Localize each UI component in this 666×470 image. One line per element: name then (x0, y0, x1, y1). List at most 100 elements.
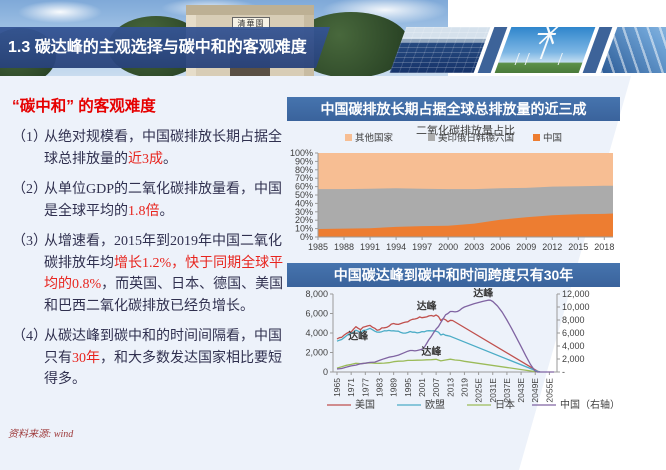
y-tick-label: 40% (295, 198, 313, 208)
legend-label: 中国（右轴） (560, 398, 620, 411)
solar-farm-photo (389, 27, 491, 73)
x-tick-label: 2037E (502, 378, 512, 403)
point-text: 从增速看，2015年到2019年中国二氧化碳排放年均增长1.2%，快于同期全球平… (44, 234, 284, 314)
legend-swatch (533, 134, 540, 141)
legend-swatch (428, 134, 435, 141)
peak-annotation: 达峰 (348, 329, 369, 342)
peak-annotation: 达峰 (421, 345, 442, 358)
left-axis-label: 6,000 (305, 309, 328, 319)
right-axis-label: 12,000 (562, 289, 590, 299)
solar-thermal-photo (600, 27, 666, 73)
legend-label: 中国 (543, 132, 562, 144)
x-tick-label: 2015 (568, 242, 588, 252)
left-panel: “碳中和” 的客观难度 （1） 从绝对规模看，中国碳排放长期占据全球总排放量的近3… (12, 94, 284, 400)
x-tick-label: 2055E (544, 378, 554, 403)
x-tick-label: 1997 (412, 242, 432, 252)
left-axis-label: 8,000 (305, 289, 328, 299)
carbon-peak-line-chart: 0 2,000 4,000 6,000 8,000 - 2,000 4,000 6,000 8,0… (305, 288, 620, 411)
page-title: 1.3 碳达峰的主观选择与碳中和的客观难度 (8, 39, 307, 56)
chart1-titlebar: 中国碳排放长期占据全球总排放量的近三成 (287, 97, 620, 121)
chart2-titlebar: 中国碳达峰到碳中和时间跨度只有30年 (287, 263, 620, 287)
x-tick-label: 2006 (490, 242, 510, 252)
x-tick-label: 1994 (386, 242, 406, 252)
legend-label: 美国 (355, 398, 375, 411)
point-number: （3） (12, 234, 47, 249)
y-tick-label: 20% (295, 215, 313, 225)
right-axis-label: - (562, 367, 565, 377)
left-axis-label: 4,000 (305, 328, 328, 338)
y-tick-label: 70% (295, 173, 313, 183)
series-area-china (318, 213, 613, 237)
legend-label: 美印俄日韩德六国 (438, 132, 514, 144)
point-number: （4） (12, 329, 47, 344)
header-photo-strip (389, 27, 666, 73)
point-text: 从单位GDP的二氧化碳排放量看，中国是全球平均的1.8倍。 (44, 182, 283, 219)
x-tick-label: 2007 (431, 378, 441, 397)
x-tick-label: 2000 (438, 242, 458, 252)
x-tick-label: 2043E (516, 378, 526, 403)
right-axis-label: 10,000 (562, 302, 590, 312)
series-line-0 (336, 314, 541, 373)
left-axis-label: 0 (323, 367, 328, 377)
x-tick-label: 1985 (308, 242, 328, 252)
point-item: （2） 从单位GDP的二氧化碳排放量看，中国是全球平均的1.8倍。 (12, 179, 284, 222)
point-number: （2） (12, 182, 47, 197)
legend-label: 欧盟 (425, 399, 445, 411)
header-banner: 1.3 碳达峰的主观选择与碳中和的客观难度 (0, 27, 330, 68)
y-tick-label: 0% (300, 232, 313, 242)
panel-heading: “碳中和” 的客观难度 (12, 98, 156, 115)
peak-annotation: 达峰 (417, 300, 438, 313)
legend-swatch (345, 134, 352, 141)
source-note: 资料来源: wind (8, 429, 74, 440)
x-tick-label: 1988 (334, 242, 354, 252)
y-tick-label: 100% (290, 148, 313, 158)
point-text: 从绝对规模看，中国碳排放长期占据全球总排放量的近3成。 (44, 130, 282, 167)
right-axis-label: 8,000 (562, 315, 585, 325)
wind-turbine-art (524, 52, 530, 65)
x-tick-label: 2013 (445, 378, 455, 397)
legend-label: 日本 (495, 398, 515, 411)
right-axis-label: 6,000 (562, 328, 585, 338)
right-axis-label: 2,000 (562, 354, 585, 364)
x-tick-label: 1991 (360, 242, 380, 252)
y-tick-label: 90% (295, 156, 313, 166)
x-tick-label: 2018 (594, 242, 614, 252)
right-axis-label: 4,000 (562, 341, 585, 351)
x-tick-label: 1995 (403, 378, 413, 397)
content-area: “碳中和” 的客观难度 （1） 从绝对规模看，中国碳排放长期占据全球总排放量的近3… (0, 76, 666, 470)
objective-points-list: （1） 从绝对规模看，中国碳排放长期占据全球总排放量的近3成。 （2） 从单位GDP的… (12, 127, 284, 391)
x-tick-label: 2009 (516, 242, 536, 252)
wind-turbine-art (558, 52, 564, 65)
wind-turbine-art (514, 52, 520, 65)
point-item: （1） 从绝对规模看，中国碳排放长期占据全球总排放量的近3成。 (12, 127, 284, 170)
wind-turbines-photo (494, 27, 596, 73)
point-text: 从碳达峰到碳中和的时间间隔看，中国只有30年，和大多数发达国家相比要短得多。 (44, 329, 282, 387)
point-number: （1） (12, 130, 47, 145)
y-tick-label: 50% (295, 190, 313, 200)
y-tick-label: 30% (295, 207, 313, 217)
x-tick-label: 1989 (389, 378, 399, 397)
point-item: （3） 从增速看，2015年到2019年中国二氧化碳排放年均增长1.2%，快于同期… (12, 231, 284, 317)
header: 清華園 1.3 碳达峰的主观选择与碳中和的客观难度 (0, 0, 666, 76)
x-tick-label: 1983 (374, 378, 384, 397)
x-tick-label: 2031E (488, 378, 498, 403)
x-tick-label: 2025E (474, 378, 484, 403)
series-line-3 (336, 299, 555, 373)
x-tick-label: 1965 (332, 378, 342, 397)
point-item: （4） 从碳达峰到碳中和的时间间隔看，中国只有30年，和大多数发达国家相比要短得多… (12, 326, 284, 391)
x-tick-label: 2012 (542, 242, 562, 252)
x-tick-label: 1971 (346, 378, 356, 397)
x-tick-label: 2049E (530, 378, 540, 403)
chart1-title: 二氧化碳排放量占比 (416, 123, 515, 137)
legend-label: 其他国家 (355, 132, 394, 144)
x-tick-label: 1977 (360, 378, 370, 397)
left-axis-label: 2,000 (305, 348, 328, 358)
series-line-2 (336, 358, 538, 373)
y-tick-label: 10% (295, 224, 313, 234)
y-tick-label: 80% (295, 165, 313, 175)
peak-annotation: 达峰 (473, 288, 494, 299)
x-tick-label: 2003 (464, 242, 484, 252)
y-tick-label: 60% (295, 182, 313, 192)
